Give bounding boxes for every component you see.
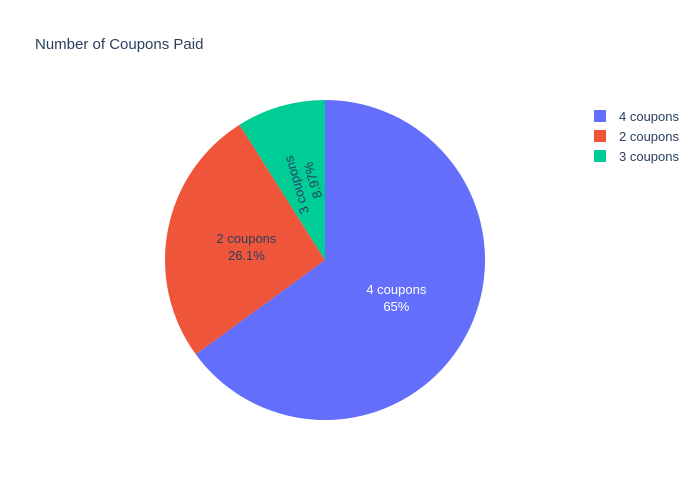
slice-label-2-coupons: 2 coupons 26.1% [216,231,276,263]
chart-title: Number of Coupons Paid [35,36,204,53]
legend-label-4-coupons: 4 coupons [619,108,679,124]
slice-label-percent-2-coupons: 26.1% [228,248,265,263]
pie-slice-2-coupons[interactable] [164,124,325,355]
legend-swatch-4-coupons [594,110,606,122]
slice-label-name-2-coupons: 2 coupons [216,231,276,246]
slice-label-4-coupons: 4 coupons 65% [366,282,426,314]
legend-swatch-2-coupons [594,130,606,142]
legend-label-2-coupons: 2 coupons [619,128,679,144]
pie-slice-4-coupons[interactable] [195,100,485,420]
legend: 4 coupons 2 coupons 3 coupons [594,106,679,166]
legend-item-2-coupons[interactable]: 2 coupons [594,126,679,146]
legend-swatch-3-coupons [594,150,606,162]
slice-label-name-4-coupons: 4 coupons [366,282,426,297]
legend-label-3-coupons: 3 coupons [619,148,679,164]
pie-slice-3-coupons[interactable] [239,100,325,260]
slice-label-percent-4-coupons: 65% [383,299,409,314]
legend-item-4-coupons[interactable]: 4 coupons [594,106,679,126]
legend-item-3-coupons[interactable]: 3 coupons [594,146,679,166]
